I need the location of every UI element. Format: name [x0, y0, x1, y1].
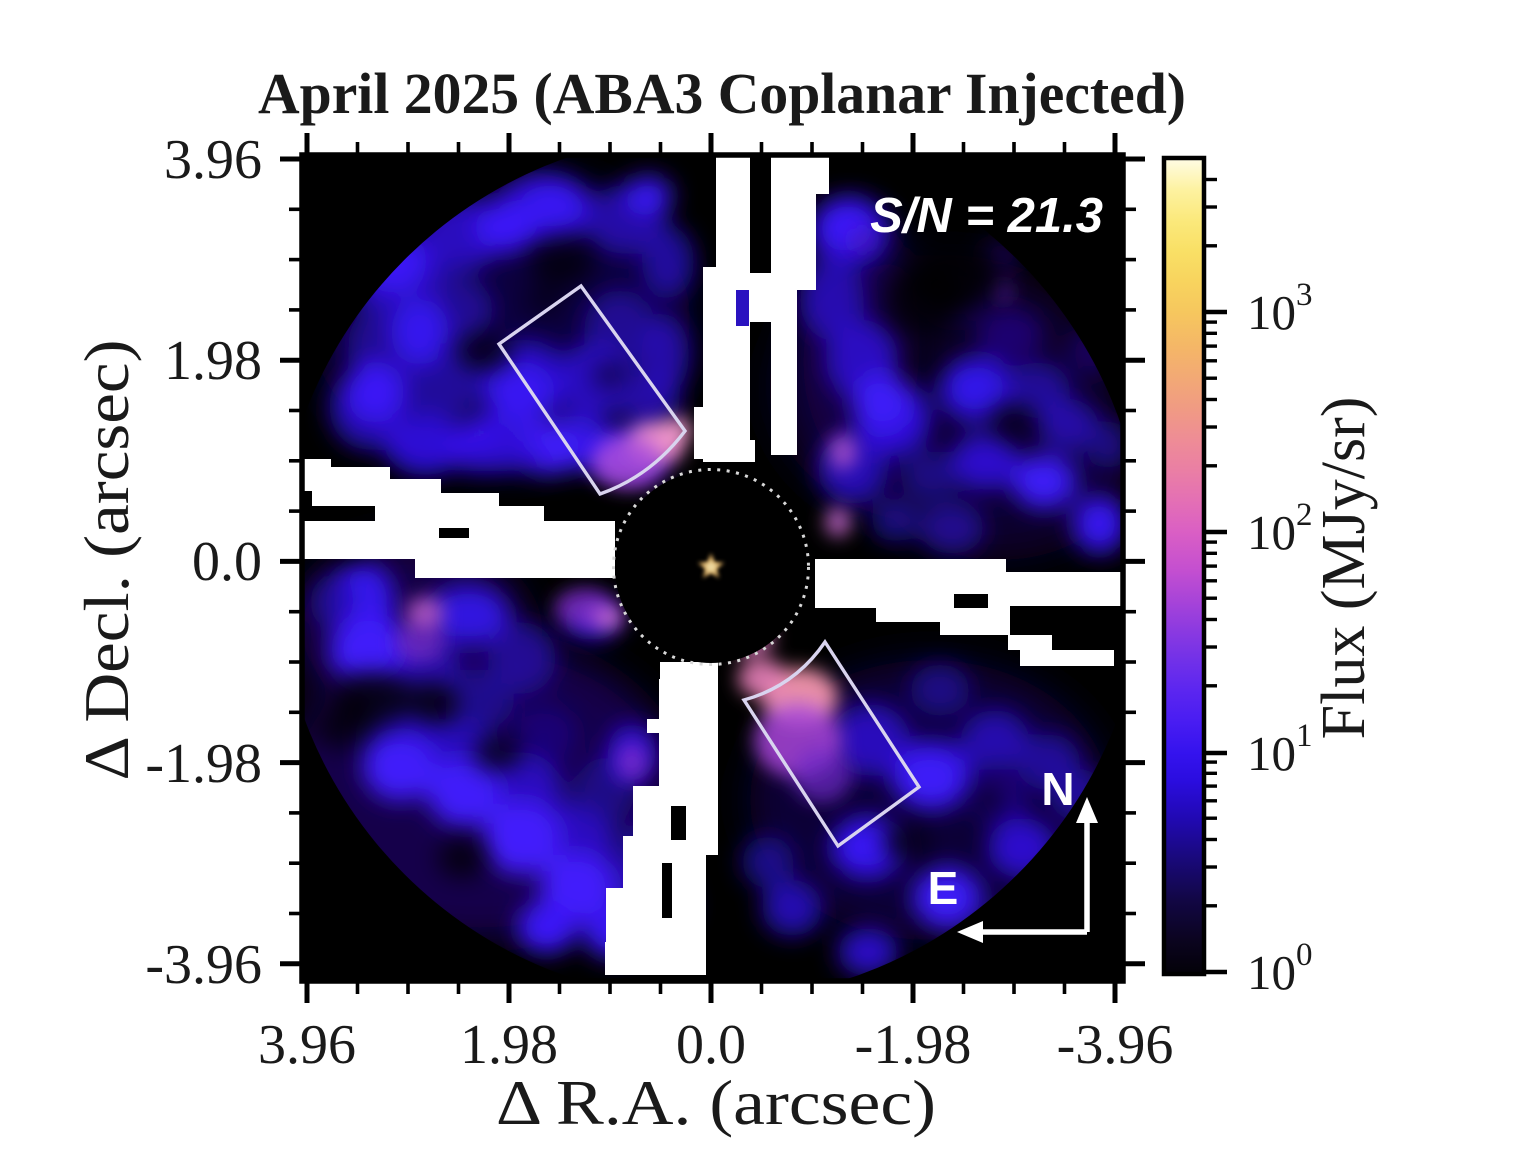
svg-text:Flux (MJy/sr): Flux (MJy/sr) [1310, 397, 1378, 740]
svg-text:-1.98: -1.98 [145, 733, 262, 795]
svg-text:-1.98: -1.98 [855, 1014, 972, 1076]
svg-text:0.0: 0.0 [192, 531, 262, 593]
svg-text:April 2025 (ABA3 Coplanar Inje: April 2025 (ABA3 Coplanar Injected) [258, 61, 1186, 126]
svg-text:1.98: 1.98 [164, 330, 262, 392]
svg-text:-3.96: -3.96 [145, 934, 262, 996]
svg-text:S/N = 21.3: S/N = 21.3 [870, 189, 1103, 243]
svg-text:1.98: 1.98 [460, 1014, 558, 1076]
svg-text:-3.96: -3.96 [1057, 1014, 1174, 1076]
svg-text:N: N [1041, 763, 1074, 815]
svg-text:Δ R.A. (arcsec): Δ R.A. (arcsec) [496, 1068, 936, 1138]
svg-text:3.96: 3.96 [164, 129, 262, 191]
svg-text:0.0: 0.0 [676, 1014, 746, 1076]
svg-text:E: E [928, 862, 959, 914]
svg-text:3.96: 3.96 [258, 1014, 356, 1076]
svg-text:Δ Decl. (arcsec): Δ Decl. (arcsec) [72, 340, 142, 781]
